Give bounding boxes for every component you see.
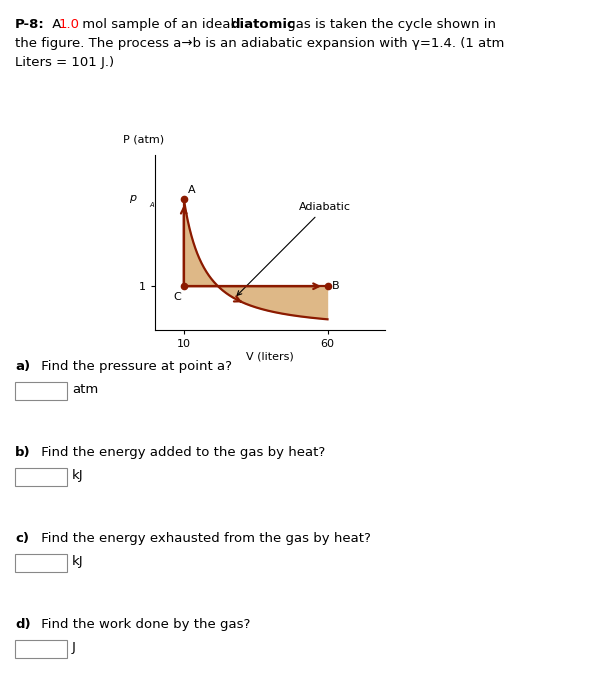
Text: mol sample of an ideal: mol sample of an ideal (78, 18, 238, 31)
Text: d): d) (15, 618, 31, 631)
Text: P-8:: P-8: (15, 18, 44, 31)
Text: J: J (72, 641, 76, 654)
Bar (15, 382, 67, 400)
Text: B: B (332, 281, 339, 291)
X-axis label: V (liters): V (liters) (246, 352, 294, 362)
Y-axis label: P (atm): P (atm) (123, 134, 164, 144)
Text: C: C (173, 291, 181, 302)
Text: Find the pressure at point a?: Find the pressure at point a? (37, 360, 232, 373)
Text: Find the work done by the gas?: Find the work done by the gas? (37, 618, 250, 631)
Text: $p$: $p$ (129, 193, 138, 204)
Text: A: A (188, 186, 196, 195)
Text: 1.0: 1.0 (59, 18, 80, 31)
Polygon shape (184, 199, 327, 319)
Text: b): b) (15, 446, 31, 459)
Text: atm: atm (72, 383, 98, 396)
Text: Find the energy added to the gas by heat?: Find the energy added to the gas by heat… (37, 446, 325, 459)
Bar (15, 468, 67, 486)
Text: Find the energy exhausted from the gas by heat?: Find the energy exhausted from the gas b… (37, 532, 371, 545)
Bar (15, 640, 67, 658)
Text: A: A (48, 18, 66, 31)
Text: gas is taken the cycle shown in: gas is taken the cycle shown in (283, 18, 496, 31)
Text: Adiabatic: Adiabatic (237, 202, 350, 295)
Text: kJ: kJ (72, 555, 84, 568)
Text: the figure. The process a→b is an adiabatic expansion with γ=1.4. (1 atm: the figure. The process a→b is an adiaba… (15, 37, 505, 50)
Text: kJ: kJ (72, 469, 84, 482)
Text: Liters = 101 J.): Liters = 101 J.) (15, 56, 114, 69)
Text: a): a) (15, 360, 30, 373)
Text: diatomic: diatomic (230, 18, 295, 31)
Text: $_{A}$: $_{A}$ (149, 200, 156, 210)
Text: c): c) (15, 532, 29, 545)
Bar (15, 554, 67, 572)
